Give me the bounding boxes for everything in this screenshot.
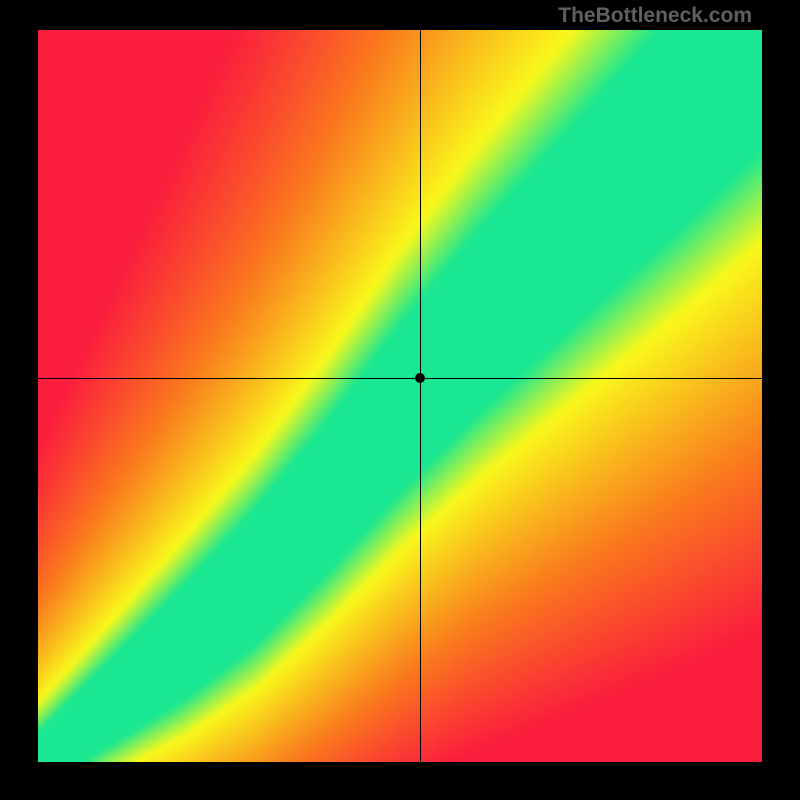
- watermark-text: TheBottleneck.com: [558, 4, 752, 28]
- crosshair-horizontal: [38, 378, 762, 379]
- bottleneck-heatmap: [38, 30, 762, 762]
- crosshair-dot: [415, 373, 425, 383]
- crosshair-vertical: [420, 30, 421, 762]
- heatmap-canvas: [38, 30, 762, 762]
